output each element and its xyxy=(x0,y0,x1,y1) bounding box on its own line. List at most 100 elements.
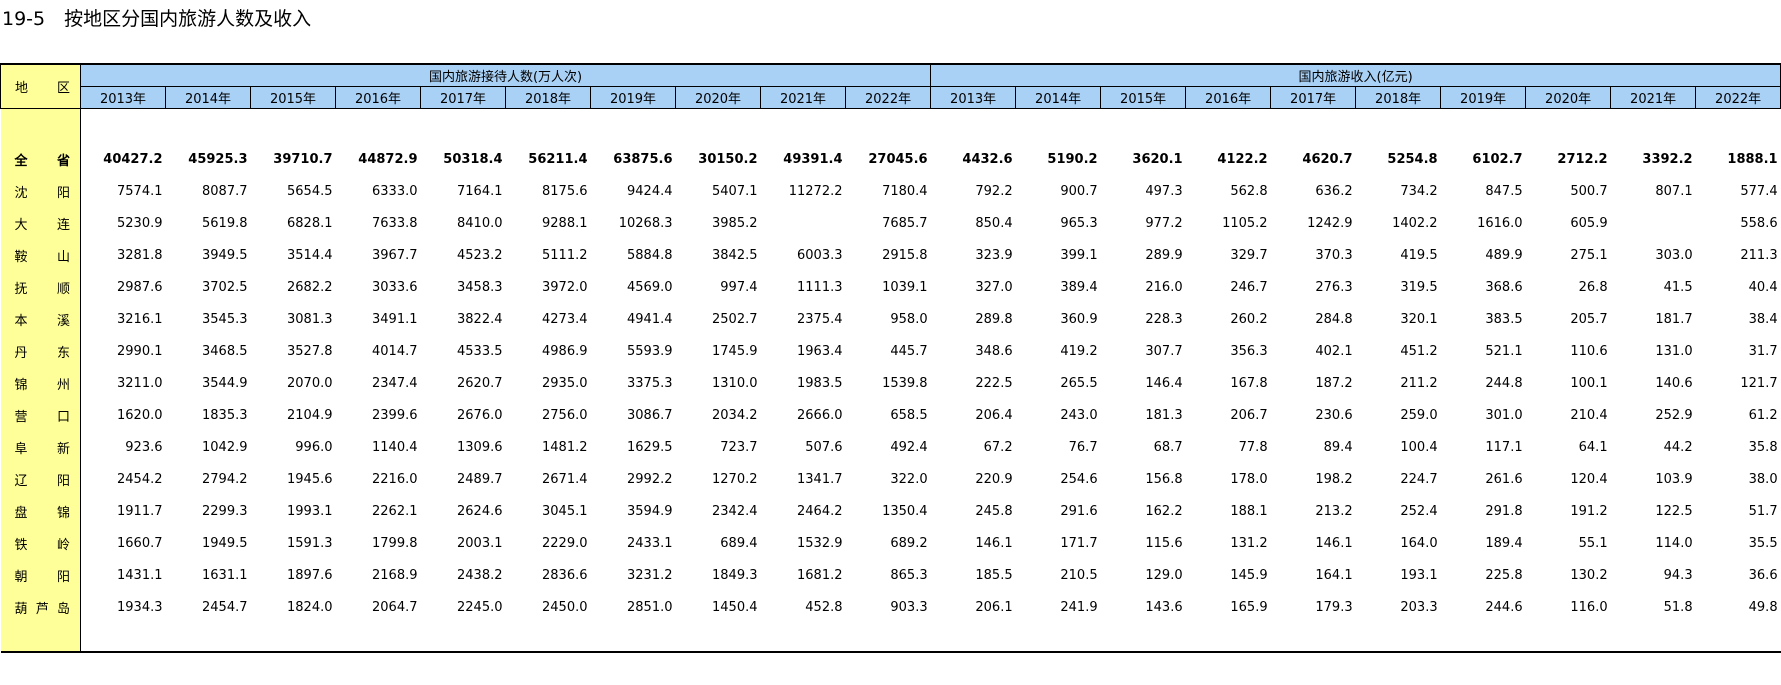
value-cell: 261.6 xyxy=(1485,471,1523,487)
data-row: 鞍山 3281.8 3949.5 3514.4 3967.7 4523.2 5111.2 58… xyxy=(0,239,1781,271)
value-cell: 3967.7 xyxy=(372,247,418,263)
data-row: 本溪 3216.1 3545.3 3081.3 3491.1 3822.4 4273.4 49… xyxy=(0,303,1781,335)
value-cell: 3216.1 xyxy=(117,311,163,327)
value-cell: 26.8 xyxy=(1578,279,1608,295)
data-table: 地区 国内旅游接待人数(万人次) 国内旅游收入(亿元) 2013年 2014年 2015年… xyxy=(0,63,1781,653)
region-cell: 鞍山 xyxy=(0,239,81,271)
value-cell: 4523.2 xyxy=(457,247,503,263)
value-cell: 452.8 xyxy=(805,599,843,615)
value-cell: 2935.0 xyxy=(542,375,588,391)
value-cell: 5254.8 xyxy=(1387,151,1438,167)
value-cell: 45925.3 xyxy=(188,151,248,167)
year-header: 2021年 xyxy=(760,86,846,109)
value-cell: 2756.0 xyxy=(542,407,588,423)
value-cell: 181.7 xyxy=(1655,311,1693,327)
region-cell xyxy=(0,623,81,653)
region-cell: 铁岭 xyxy=(0,527,81,559)
value-cell: 210.5 xyxy=(1060,567,1098,583)
value-cell: 265.5 xyxy=(1060,375,1098,391)
data-row: 阜新 923.6 1042.9 996.0 1140.4 1309.6 1481.2 1629… xyxy=(0,431,1781,463)
region-name: 营口 xyxy=(14,409,71,425)
value-cell: 140.6 xyxy=(1655,375,1693,391)
value-cell: 6828.1 xyxy=(287,215,333,231)
value-cell: 562.8 xyxy=(1230,183,1268,199)
value-cell: 203.3 xyxy=(1400,599,1438,615)
value-cell: 252.4 xyxy=(1400,503,1438,519)
value-cell: 8087.7 xyxy=(202,183,248,199)
value-cell: 3281.8 xyxy=(117,247,163,263)
value-cell: 1949.5 xyxy=(202,535,248,551)
value-cell: 5407.1 xyxy=(712,183,758,199)
value-cell: 2347.4 xyxy=(372,375,418,391)
value-cell: 1616.0 xyxy=(1477,215,1523,231)
value-cell: 1629.5 xyxy=(627,439,673,455)
value-cell: 9288.1 xyxy=(542,215,588,231)
value-cell: 211.2 xyxy=(1400,375,1438,391)
value-cell: 1309.6 xyxy=(457,439,503,455)
value-cell: 51.7 xyxy=(1748,503,1778,519)
value-cell: 2433.1 xyxy=(627,535,673,551)
value-cell: 260.2 xyxy=(1230,311,1268,327)
value-cell: 3514.4 xyxy=(287,247,333,263)
region-cell: 丹东 xyxy=(0,335,81,367)
value-cell: 3392.2 xyxy=(1642,151,1693,167)
value-cell: 121.7 xyxy=(1740,375,1778,391)
value-cell: 143.6 xyxy=(1145,599,1183,615)
year-header: 2018年 xyxy=(1355,86,1442,109)
value-cell: 3544.9 xyxy=(202,375,248,391)
value-cell: 4941.4 xyxy=(627,311,673,327)
title: 19-5 按地区分国内旅游人数及收入 xyxy=(2,8,312,30)
value-cell: 1450.4 xyxy=(712,599,758,615)
region-header-text: 地区 xyxy=(15,81,70,96)
data-row: 全省 40427.2 45925.3 39710.7 44872.9 50318.4 562… xyxy=(0,143,1781,175)
value-cell: 1242.9 xyxy=(1307,215,1353,231)
value-cell: 5619.8 xyxy=(202,215,248,231)
value-cell: 103.9 xyxy=(1655,471,1693,487)
value-cell: 67.2 xyxy=(983,439,1013,455)
year-header: 2013年 xyxy=(930,86,1017,109)
value-cell: 1140.4 xyxy=(372,439,418,455)
region-name: 锦州 xyxy=(14,377,71,393)
value-cell: 10268.3 xyxy=(618,215,673,231)
value-cell: 2502.7 xyxy=(712,311,758,327)
value-cell: 348.6 xyxy=(975,343,1013,359)
value-cell: 2299.3 xyxy=(202,503,248,519)
value-cell: 2034.2 xyxy=(712,407,758,423)
value-cell: 44872.9 xyxy=(358,151,418,167)
value-cell: 2851.0 xyxy=(627,599,673,615)
value-cell: 3620.1 xyxy=(1132,151,1183,167)
value-cell: 50318.4 xyxy=(443,151,503,167)
region-cell: 本溪 xyxy=(0,303,81,335)
value-cell: 1983.5 xyxy=(797,375,843,391)
value-cell: 11272.2 xyxy=(788,183,843,199)
value-cell: 41.5 xyxy=(1663,279,1693,295)
data-row: 盘锦 1911.7 2299.3 1993.1 2262.1 2624.6 3045.1 35… xyxy=(0,495,1781,527)
value-cell: 3949.5 xyxy=(202,247,248,263)
value-cell: 1042.9 xyxy=(202,439,248,455)
value-cell: 2836.6 xyxy=(542,567,588,583)
group-header: 国内旅游接待人数(万人次) xyxy=(79,63,932,87)
value-cell: 1799.8 xyxy=(372,535,418,551)
value-cell: 89.4 xyxy=(1323,439,1353,455)
value-cell: 723.7 xyxy=(720,439,758,455)
region-name: 葫芦岛 xyxy=(14,601,71,617)
value-cell: 492.4 xyxy=(890,439,928,455)
value-cell: 2794.2 xyxy=(202,471,248,487)
value-cell: 178.0 xyxy=(1230,471,1268,487)
value-cell: 61.2 xyxy=(1748,407,1778,423)
region-cell: 抚顺 xyxy=(0,271,81,303)
value-cell: 3375.3 xyxy=(627,375,673,391)
region-name: 丹东 xyxy=(14,345,71,361)
value-cell: 220.9 xyxy=(975,471,1013,487)
value-cell: 2712.2 xyxy=(1557,151,1608,167)
value-cell: 558.6 xyxy=(1740,215,1778,231)
value-cell: 246.7 xyxy=(1230,279,1268,295)
value-cell: 189.4 xyxy=(1485,535,1523,551)
value-cell: 27045.6 xyxy=(868,151,928,167)
value-cell: 110.6 xyxy=(1570,343,1608,359)
value-cell: 1888.1 xyxy=(1727,151,1778,167)
value-cell: 1310.0 xyxy=(712,375,758,391)
value-cell: 130.2 xyxy=(1570,567,1608,583)
value-cell: 146.1 xyxy=(975,535,1013,551)
year-header: 2018年 xyxy=(505,86,591,109)
